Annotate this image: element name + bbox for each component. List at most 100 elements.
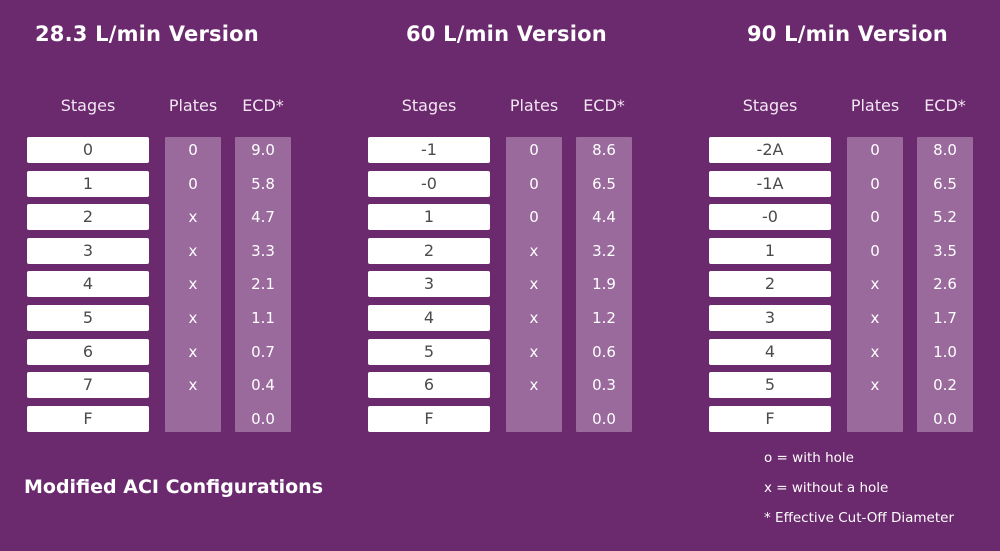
- plate-cell: x: [870, 342, 880, 361]
- plate-cell: 0: [870, 241, 880, 260]
- section-title: 28.3 L/min Version: [35, 22, 259, 46]
- ecd-cell: 0.4: [251, 376, 275, 395]
- ecd-cell: 3.3: [251, 241, 275, 260]
- ecd-cell: 3.2: [592, 241, 616, 260]
- stage-cell: -1: [368, 137, 490, 163]
- stages-header: Stages: [401, 96, 457, 115]
- plate-cell: x: [529, 275, 539, 294]
- plate-cell: x: [529, 309, 539, 327]
- plate-cell: x: [529, 376, 539, 395]
- stage-cell: 3: [368, 271, 490, 298]
- plate-cell: x: [188, 376, 198, 395]
- plate-cell: x: [188, 309, 198, 327]
- stage-cell: 2: [368, 237, 490, 264]
- plate-cell: 0: [188, 174, 198, 193]
- footer-title: Modified ACI Configurations: [24, 476, 323, 498]
- plate-cell: x: [529, 241, 539, 260]
- ecd-cell: 4.7: [251, 208, 275, 227]
- legend-without-hole: x = without a hole: [764, 480, 889, 496]
- ecd-cell: 0.0: [251, 409, 275, 428]
- ecd-cell: 8.0: [933, 141, 957, 159]
- stage-cell: 6: [368, 372, 490, 399]
- stage-cell: 1: [368, 204, 490, 231]
- legend-ecd-definition: * Effective Cut-Off Diameter: [764, 510, 954, 526]
- stages-header: Stages: [60, 96, 116, 115]
- ecd-cell: 8.6: [592, 141, 616, 159]
- plate-cell: 0: [529, 174, 539, 193]
- ecd-cell: 0.3: [592, 376, 616, 395]
- plate-cell: 0: [870, 141, 880, 159]
- stage-cell: 5: [27, 305, 149, 331]
- ecd-cell: 6.5: [592, 174, 616, 193]
- stage-cell: F: [27, 405, 149, 432]
- ecd-cell: 5.2: [933, 208, 957, 227]
- section-90: 90 L/min Version Stages Plates ECD* -2A 0…: [709, 0, 1000, 440]
- ecd-cell: 0.2: [933, 376, 957, 395]
- ecd-cell: 1.0: [933, 342, 957, 361]
- stage-cell: 3: [709, 305, 831, 331]
- section-60: 60 L/min Version Stages Plates ECD* -1 0 8…: [368, 0, 668, 440]
- ecd-cell: 1.9: [592, 275, 616, 294]
- stage-cell: 1: [709, 237, 831, 264]
- stage-cell: 4: [709, 338, 831, 365]
- legend-with-hole: o = with hole: [764, 450, 854, 466]
- ecd-cell: 1.2: [592, 309, 616, 327]
- ecd-cell: 2.6: [933, 275, 957, 294]
- stage-cell: 0: [27, 137, 149, 163]
- stage-cell: 4: [27, 271, 149, 298]
- stage-cell: -0: [368, 170, 490, 197]
- plate-cell: x: [870, 309, 880, 327]
- ecd-column: [917, 137, 973, 432]
- plates-column: [165, 137, 221, 432]
- stage-cell: 2: [27, 204, 149, 231]
- plates-column: [847, 137, 903, 432]
- stage-cell: 3: [27, 237, 149, 264]
- plate-cell: 0: [188, 141, 198, 159]
- stage-cell: -1A: [709, 170, 831, 197]
- plate-cell: x: [870, 376, 880, 395]
- section-title: 90 L/min Version: [747, 22, 948, 46]
- plate-cell: 0: [870, 208, 880, 227]
- plate-cell: 0: [529, 208, 539, 227]
- stage-cell: 1: [27, 170, 149, 197]
- stage-cell: 5: [368, 338, 490, 365]
- ecd-cell: 0.0: [592, 409, 616, 428]
- ecd-cell: 0.6: [592, 342, 616, 361]
- stages-header: Stages: [742, 96, 798, 115]
- stage-cell: -2A: [709, 137, 831, 163]
- plate-cell: x: [188, 241, 198, 260]
- stage-cell: 5: [709, 372, 831, 399]
- ecd-header: ECD*: [242, 96, 284, 115]
- ecd-column: [576, 137, 632, 432]
- ecd-cell: 4.4: [592, 208, 616, 227]
- stage-cell: 2: [709, 271, 831, 298]
- section-28-3: 28.3 L/min Version Stages Plates ECD* 0 0…: [27, 0, 327, 440]
- ecd-header: ECD*: [583, 96, 625, 115]
- plate-cell: 0: [870, 174, 880, 193]
- plates-header: Plates: [509, 96, 559, 115]
- stage-cell: 6: [27, 338, 149, 365]
- plate-cell: [165, 406, 221, 432]
- plate-cell: x: [188, 208, 198, 227]
- plates-column: [506, 137, 562, 432]
- stage-cell: 7: [27, 372, 149, 399]
- ecd-cell: 0.0: [933, 409, 957, 428]
- ecd-cell: 1.7: [933, 309, 957, 327]
- stage-cell: F: [709, 405, 831, 432]
- plate-cell: x: [188, 342, 198, 361]
- ecd-cell: 5.8: [251, 174, 275, 193]
- plate-cell: [506, 406, 562, 432]
- stage-cell: 4: [368, 305, 490, 331]
- stage-cell: F: [368, 405, 490, 432]
- plate-cell: [847, 406, 903, 432]
- stage-cell: -0: [709, 204, 831, 231]
- legend: o = with hole x = without a hole * Effec…: [764, 450, 954, 540]
- ecd-cell: 1.1: [251, 309, 275, 327]
- plate-cell: x: [870, 275, 880, 294]
- plates-header: Plates: [850, 96, 900, 115]
- ecd-cell: 3.5: [933, 241, 957, 260]
- ecd-cell: 2.1: [251, 275, 275, 294]
- plates-header: Plates: [168, 96, 218, 115]
- plate-cell: x: [529, 342, 539, 361]
- ecd-cell: 9.0: [251, 141, 275, 159]
